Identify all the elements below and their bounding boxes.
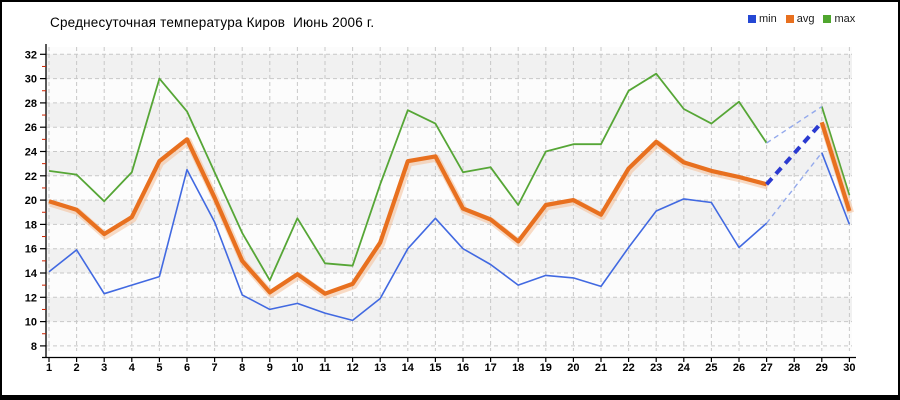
y-tick-label: 8 bbox=[31, 341, 37, 353]
x-tick-label: 26 bbox=[733, 362, 745, 374]
x-tick-label: 29 bbox=[816, 362, 828, 374]
x-tick-label: 27 bbox=[760, 362, 772, 374]
chart-title: Среднесуточная температура Киров Июнь 20… bbox=[50, 15, 375, 30]
y-tick-label: 26 bbox=[25, 122, 37, 134]
plot-band bbox=[46, 54, 852, 79]
min-line bbox=[821, 152, 851, 225]
x-tick-label: 1 bbox=[46, 362, 52, 374]
x-tick-label: 13 bbox=[374, 362, 386, 374]
max-line bbox=[48, 72, 768, 282]
legend-item-min: min bbox=[748, 13, 777, 25]
y-tick-label: 20 bbox=[25, 195, 37, 207]
x-tick-label: 4 bbox=[129, 362, 136, 374]
legend-max-label: max bbox=[834, 13, 856, 25]
y-tick-label: 30 bbox=[25, 74, 37, 86]
x-tick-label: 19 bbox=[540, 362, 552, 374]
x-tick-label: 23 bbox=[650, 362, 662, 374]
y-tick-label: 18 bbox=[25, 219, 37, 231]
x-tick-label: 20 bbox=[567, 362, 579, 374]
x-tick-label: 7 bbox=[212, 362, 218, 374]
x-tick-label: 5 bbox=[156, 362, 162, 374]
y-tick-label: 16 bbox=[25, 244, 37, 256]
x-tick-label: 15 bbox=[429, 362, 441, 374]
min-swatch-icon bbox=[748, 15, 756, 23]
x-tick-label: 22 bbox=[622, 362, 634, 374]
min-gap-dashed-line bbox=[766, 152, 823, 224]
x-tick-label: 14 bbox=[402, 362, 415, 374]
y-tick-label: 24 bbox=[25, 147, 38, 159]
x-tick-label: 16 bbox=[457, 362, 469, 374]
max-swatch-icon bbox=[823, 15, 832, 23]
frame-right bbox=[898, 0, 900, 400]
plot-band bbox=[46, 200, 852, 225]
legend-min-label: min bbox=[759, 13, 777, 25]
avg-swatch-icon bbox=[785, 15, 794, 23]
max-gap-dashed-line bbox=[766, 105, 823, 144]
x-tick-label: 2 bbox=[74, 362, 80, 374]
y-tick-label: 14 bbox=[25, 268, 38, 280]
x-tick-label: 9 bbox=[267, 362, 273, 374]
y-tick-label: 32 bbox=[25, 49, 37, 61]
plot-band bbox=[46, 297, 852, 322]
plot-band bbox=[46, 102, 852, 128]
x-tick-label: 11 bbox=[319, 362, 331, 374]
max-line bbox=[820, 106, 851, 196]
x-tick-label: 8 bbox=[239, 362, 245, 374]
min-line bbox=[48, 168, 768, 322]
x-tick-label: 24 bbox=[678, 362, 691, 374]
avg-line bbox=[819, 121, 852, 212]
avg-line bbox=[48, 137, 768, 296]
legend-item-max: max bbox=[823, 13, 855, 25]
x-tick-label: 12 bbox=[346, 362, 358, 374]
frame-left bbox=[0, 0, 2, 400]
legend-avg-label: avg bbox=[796, 13, 815, 25]
legend: min avg max bbox=[748, 13, 855, 25]
legend-item-avg: avg bbox=[785, 13, 815, 25]
plot-band bbox=[46, 248, 852, 273]
x-tick-label: 25 bbox=[705, 362, 717, 374]
x-tick-label: 30 bbox=[843, 362, 855, 374]
x-tick-label: 3 bbox=[101, 362, 107, 374]
y-tick-label: 22 bbox=[25, 171, 37, 183]
x-tick-label: 28 bbox=[788, 362, 800, 374]
x-tick-label: 17 bbox=[484, 362, 496, 374]
y-tick-label: 28 bbox=[25, 98, 37, 110]
y-tick-label: 12 bbox=[25, 292, 37, 304]
y-tick-label: 10 bbox=[25, 317, 37, 329]
x-tick-label: 18 bbox=[512, 362, 524, 374]
frame-bottom bbox=[0, 395, 900, 400]
frame-top bbox=[0, 0, 900, 2]
x-tick-label: 10 bbox=[291, 362, 303, 374]
x-tick-label: 21 bbox=[595, 362, 607, 374]
x-tick-label: 6 bbox=[184, 362, 190, 374]
